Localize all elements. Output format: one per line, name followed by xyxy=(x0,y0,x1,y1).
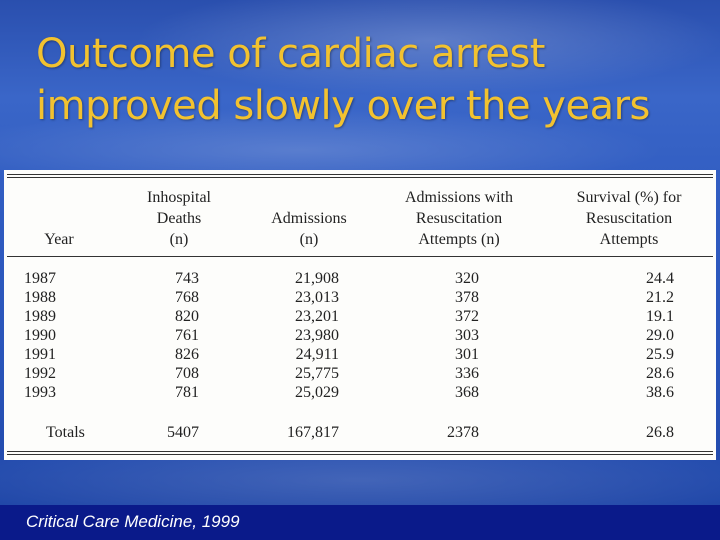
row-3-survival: 19.1 xyxy=(646,308,674,325)
header-deaths: Inhospital Deaths (n) xyxy=(147,189,211,248)
slide-title: Outcome of cardiac arrest improved slowl… xyxy=(36,28,696,132)
totals-attempts: 2378 xyxy=(447,424,479,441)
row-2-admissions: 23,013 xyxy=(295,289,339,306)
title-line-1: Outcome of cardiac arrest xyxy=(36,31,545,77)
row-7-admissions: 25,029 xyxy=(295,384,339,401)
row-5-attempts: 301 xyxy=(455,346,479,363)
totals-label: Totals xyxy=(46,424,85,441)
row-4-deaths: 761 xyxy=(175,327,199,344)
totals-survival: 26.8 xyxy=(646,424,674,441)
table-bottom-rule-2 xyxy=(7,454,713,455)
table-top-rule-2 xyxy=(7,177,713,178)
row-2-year: 1988 xyxy=(24,289,56,306)
row-7-year: 1993 xyxy=(24,384,56,401)
row-7-deaths: 781 xyxy=(175,384,199,401)
row-3-admissions: 23,201 xyxy=(295,308,339,325)
data-table: Year Inhospital Deaths (n) Admissions (n… xyxy=(4,170,716,460)
row-6-attempts: 336 xyxy=(455,365,479,382)
header-resuscitation-attempts: Admissions with Resuscitation Attempts (… xyxy=(404,189,513,248)
row-4-survival: 29.0 xyxy=(646,327,674,344)
row-4-attempts: 303 xyxy=(455,327,479,344)
row-1-deaths: 743 xyxy=(175,270,199,287)
row-5-year: 1991 xyxy=(24,346,56,363)
title-line-2: improved slowly over the years xyxy=(36,83,650,129)
header-admissions: Admissions (n) xyxy=(271,210,347,248)
row-6-deaths: 708 xyxy=(175,365,199,382)
row-1-year: 1987 xyxy=(24,270,56,287)
row-4-admissions: 23,980 xyxy=(295,327,339,344)
table-header-rule xyxy=(7,256,713,257)
row-1-attempts: 320 xyxy=(455,270,479,287)
row-1-survival: 24.4 xyxy=(646,270,674,287)
row-6-admissions: 25,775 xyxy=(295,365,339,382)
totals-deaths: 5407 xyxy=(167,424,199,441)
row-6-year: 1992 xyxy=(24,365,56,382)
table-bottom-rule xyxy=(7,451,713,452)
row-2-survival: 21.2 xyxy=(646,289,674,306)
row-3-attempts: 372 xyxy=(455,308,479,325)
row-1-admissions: 21,908 xyxy=(295,270,339,287)
header-survival: Survival (%) for Resuscitation Attempts xyxy=(576,189,682,248)
row-5-survival: 25.9 xyxy=(646,346,674,363)
row-7-survival: 38.6 xyxy=(646,384,674,401)
caption-bar xyxy=(0,505,720,540)
row-4-year: 1990 xyxy=(24,327,56,344)
row-5-admissions: 24,911 xyxy=(295,346,339,363)
citation-caption: Critical Care Medicine, 1999 xyxy=(26,512,240,531)
totals-admissions: 167,817 xyxy=(287,424,339,441)
row-2-deaths: 768 xyxy=(175,289,199,306)
row-3-year: 1989 xyxy=(24,308,56,325)
row-6-survival: 28.6 xyxy=(646,365,674,382)
table-top-rule xyxy=(7,174,713,175)
row-3-deaths: 820 xyxy=(175,308,199,325)
row-7-attempts: 368 xyxy=(455,384,479,401)
header-year: Year xyxy=(44,231,74,248)
row-2-attempts: 378 xyxy=(455,289,479,306)
row-5-deaths: 826 xyxy=(175,346,199,363)
